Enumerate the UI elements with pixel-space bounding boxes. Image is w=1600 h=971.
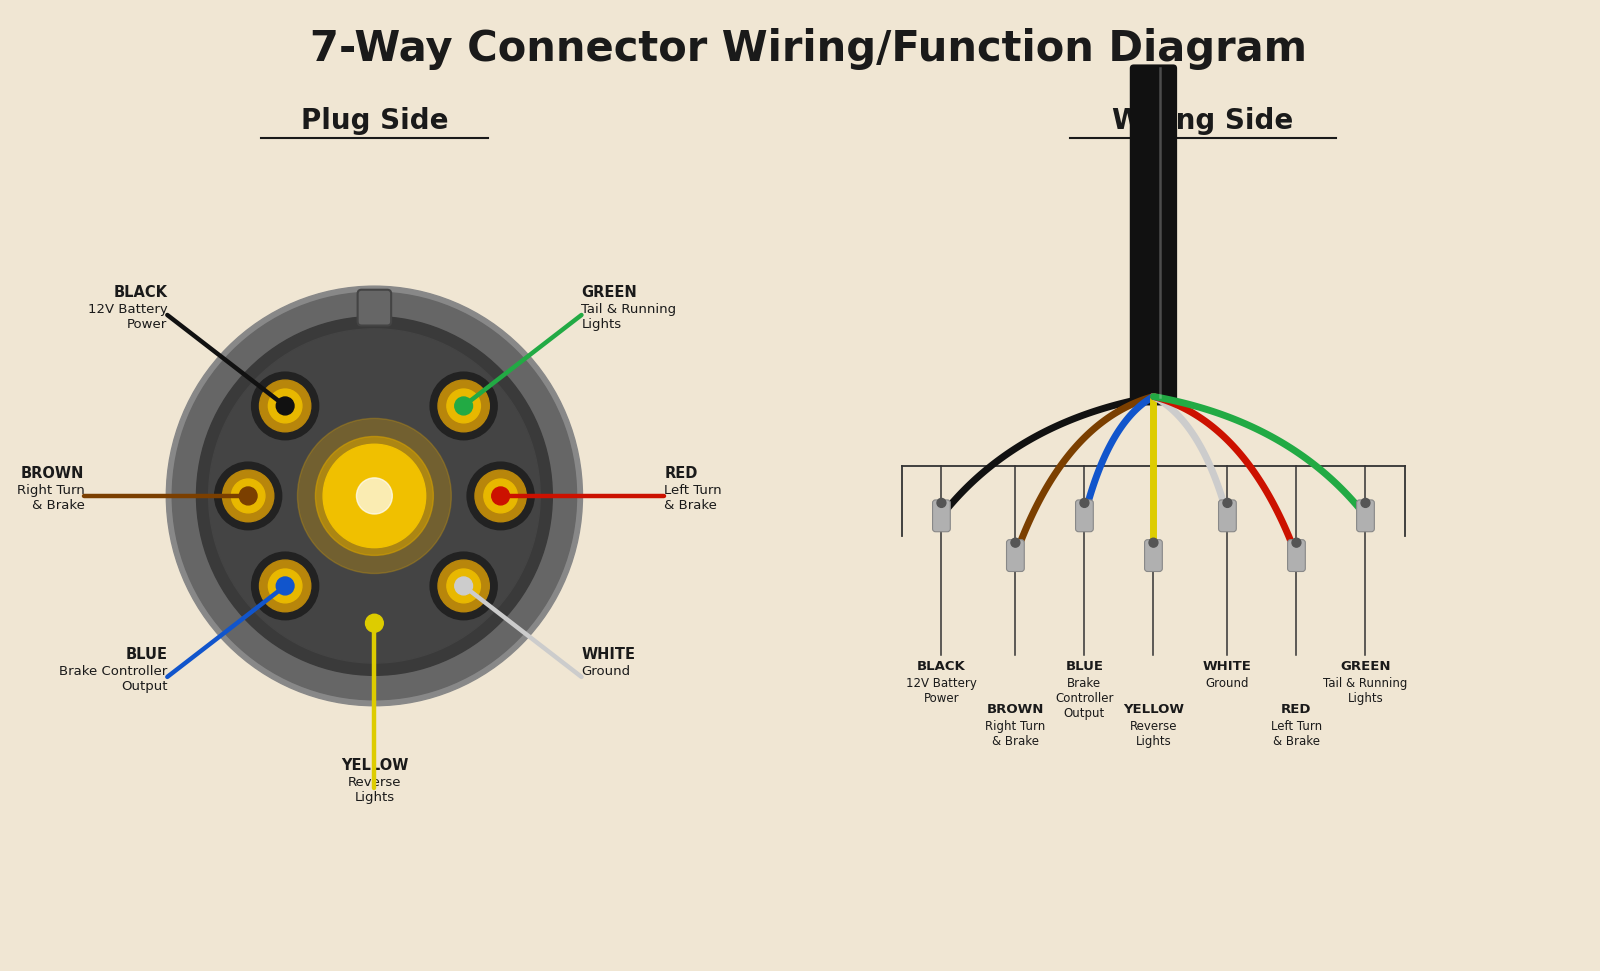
- Circle shape: [323, 445, 426, 548]
- Circle shape: [365, 615, 384, 632]
- Circle shape: [1149, 538, 1158, 547]
- Text: Right Turn
& Brake: Right Turn & Brake: [16, 484, 85, 512]
- Circle shape: [259, 560, 310, 612]
- Circle shape: [173, 292, 576, 700]
- Circle shape: [1362, 498, 1370, 508]
- Text: BLACK: BLACK: [114, 285, 168, 300]
- Circle shape: [222, 470, 274, 521]
- Text: BROWN: BROWN: [987, 703, 1045, 716]
- Circle shape: [430, 552, 498, 619]
- Circle shape: [240, 487, 258, 505]
- Text: BLACK: BLACK: [917, 660, 966, 673]
- Circle shape: [269, 389, 302, 422]
- Text: Reverse
Lights: Reverse Lights: [1130, 720, 1178, 748]
- Circle shape: [251, 372, 318, 440]
- FancyBboxPatch shape: [933, 500, 950, 532]
- FancyBboxPatch shape: [1144, 540, 1162, 572]
- Circle shape: [315, 437, 434, 555]
- FancyBboxPatch shape: [1219, 500, 1237, 532]
- Text: 12V Battery
Power: 12V Battery Power: [906, 677, 978, 705]
- Circle shape: [454, 577, 472, 595]
- Text: BLUE: BLUE: [125, 647, 168, 662]
- Text: RED: RED: [1282, 703, 1312, 716]
- Circle shape: [277, 397, 294, 415]
- Circle shape: [259, 380, 310, 432]
- Circle shape: [298, 419, 451, 574]
- Circle shape: [1080, 498, 1090, 508]
- Text: Plug Side: Plug Side: [301, 107, 448, 135]
- Text: RED: RED: [664, 466, 698, 481]
- Text: Brake
Controller
Output: Brake Controller Output: [1054, 677, 1114, 720]
- Circle shape: [1011, 538, 1019, 547]
- Text: Tail & Running
Lights: Tail & Running Lights: [581, 303, 677, 331]
- Text: WHITE: WHITE: [581, 647, 635, 662]
- FancyBboxPatch shape: [1357, 500, 1374, 532]
- Circle shape: [277, 577, 294, 595]
- FancyBboxPatch shape: [1288, 540, 1306, 572]
- Circle shape: [446, 569, 480, 603]
- FancyBboxPatch shape: [358, 289, 390, 325]
- Circle shape: [475, 470, 526, 521]
- Circle shape: [491, 487, 509, 505]
- Text: BLUE: BLUE: [1066, 660, 1104, 673]
- Text: YELLOW: YELLOW: [341, 758, 408, 773]
- Circle shape: [430, 372, 498, 440]
- Circle shape: [357, 478, 392, 514]
- Circle shape: [938, 498, 946, 508]
- Circle shape: [197, 317, 552, 675]
- Text: BROWN: BROWN: [21, 466, 85, 481]
- Circle shape: [214, 462, 282, 530]
- Circle shape: [1222, 498, 1232, 508]
- Text: 12V Battery
Power: 12V Battery Power: [88, 303, 168, 331]
- Circle shape: [438, 560, 490, 612]
- Text: YELLOW: YELLOW: [1123, 703, 1184, 716]
- Text: Left Turn
& Brake: Left Turn & Brake: [1270, 720, 1322, 748]
- Circle shape: [467, 462, 534, 530]
- Text: Ground: Ground: [581, 665, 630, 678]
- Text: WHITE: WHITE: [1203, 660, 1251, 673]
- Text: Brake Controller
Output: Brake Controller Output: [59, 665, 168, 693]
- Circle shape: [166, 286, 582, 706]
- Text: Tail & Running
Lights: Tail & Running Lights: [1323, 677, 1408, 705]
- Text: Reverse
Lights: Reverse Lights: [347, 777, 402, 804]
- Circle shape: [1293, 538, 1301, 547]
- Text: GREEN: GREEN: [1341, 660, 1390, 673]
- Circle shape: [232, 479, 266, 513]
- Text: Ground: Ground: [1206, 677, 1250, 690]
- FancyBboxPatch shape: [1006, 540, 1024, 572]
- FancyBboxPatch shape: [1130, 64, 1178, 406]
- FancyBboxPatch shape: [1075, 500, 1093, 532]
- Text: GREEN: GREEN: [581, 285, 637, 300]
- Text: Left Turn
& Brake: Left Turn & Brake: [664, 484, 722, 512]
- Circle shape: [251, 552, 318, 619]
- Circle shape: [483, 479, 517, 513]
- Circle shape: [446, 389, 480, 422]
- Circle shape: [208, 329, 541, 663]
- Text: Right Turn
& Brake: Right Turn & Brake: [986, 720, 1045, 748]
- Circle shape: [454, 397, 472, 415]
- Circle shape: [269, 569, 302, 603]
- Text: Wiring Side: Wiring Side: [1112, 107, 1293, 135]
- Circle shape: [438, 380, 490, 432]
- Text: 7-Way Connector Wiring/Function Diagram: 7-Way Connector Wiring/Function Diagram: [310, 27, 1307, 70]
